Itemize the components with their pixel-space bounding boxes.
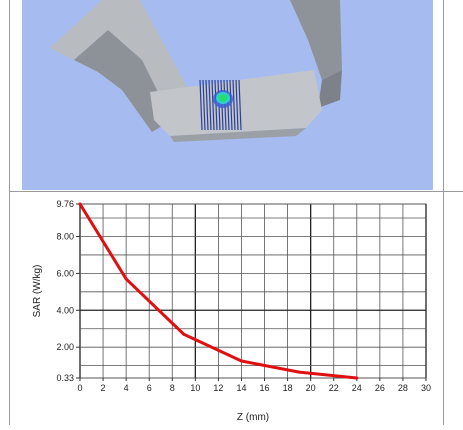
sar-data-point (297, 370, 301, 374)
phantom-left-arm-shadow (74, 30, 172, 132)
x-tick-label: 12 (213, 383, 223, 393)
phantom-right-arm (290, 0, 342, 80)
series-layer (78, 202, 359, 380)
phantom-right-arm-face (318, 70, 342, 108)
x-tick-label: 8 (170, 383, 175, 393)
sar-z-chart: 0 2 4 6 8 10 12 14 16 18 20 22 24 26 28 30 9.76 8.00 6.00 4… (0, 192, 463, 425)
sar-hotspot-core (219, 94, 227, 102)
phantom-left-arm (50, 0, 190, 120)
x-tick-label: 4 (124, 383, 129, 393)
sar-data-point (78, 202, 82, 206)
plot-area (79, 203, 427, 379)
x-tick-label: 18 (283, 383, 293, 393)
phantom-tray-front (170, 128, 306, 142)
sar-data-point (124, 277, 128, 281)
x-tick-label: 24 (352, 383, 362, 393)
phantom-3d-render (50, 0, 342, 142)
frame-left-border (9, 0, 10, 425)
x-tick-label: 2 (101, 383, 106, 393)
y-tick-label: 6.00 (56, 268, 74, 278)
x-tick-label: 6 (147, 383, 152, 393)
frame-divider-horizontal (9, 191, 463, 192)
x-tick-label: 20 (306, 383, 316, 393)
phantom-3d-view (22, 0, 433, 190)
y-tick-label: 0.33 (56, 373, 74, 383)
sar-data-point (182, 332, 186, 336)
tick-layer: 0 2 4 6 8 10 12 14 16 18 20 22 24 26 28 309.768.006.004… (56, 199, 431, 393)
sar-series-line (78, 203, 357, 380)
x-tick-label: 28 (398, 383, 408, 393)
x-tick-label: 16 (260, 383, 270, 393)
x-tick-label: 14 (236, 383, 246, 393)
sar-z-chart-svg: 0 2 4 6 8 10 12 14 16 18 20 22 24 26 28 309.768.006.004… (32, 199, 431, 423)
x-tick-label: 22 (329, 383, 339, 393)
sar-data-point (355, 376, 359, 380)
y-tick-label: 9.76 (56, 199, 74, 209)
frame-divider-vertical (443, 0, 444, 425)
x-tick-label: 30 (421, 383, 431, 393)
x-tick-label: 0 (77, 383, 82, 393)
y-tick-label: 4.00 (56, 305, 74, 315)
phantom-tray (150, 70, 322, 136)
x-axis-label: Z (mm) (237, 412, 269, 423)
grid-layer (79, 203, 427, 379)
y-tick-label: 8.00 (56, 231, 74, 241)
sar-data-point (239, 359, 243, 363)
y-tick-label: 2.00 (56, 342, 74, 352)
x-tick-label: 26 (375, 383, 385, 393)
x-tick-label: 10 (190, 383, 200, 393)
y-axis-label: SAR (W/kg) (32, 265, 43, 318)
